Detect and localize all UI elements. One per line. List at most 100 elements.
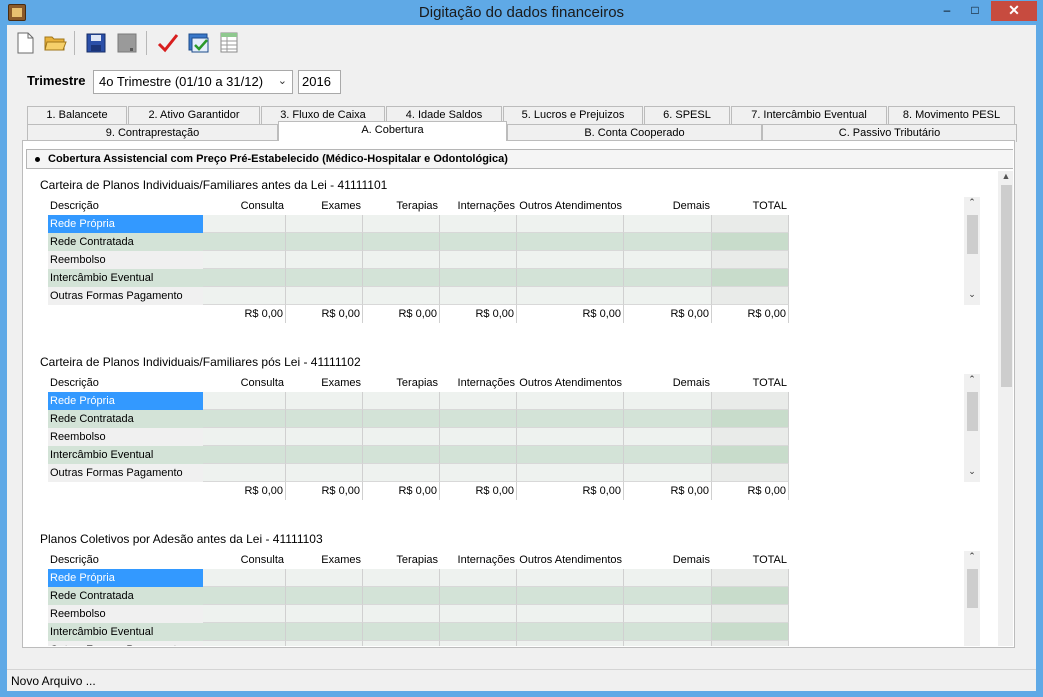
column-header[interactable]: Outros Atendimentos <box>519 377 622 389</box>
row-label[interactable]: Reembolso <box>48 605 203 623</box>
grid-cell[interactable] <box>203 446 286 464</box>
grid-cell[interactable] <box>286 269 363 287</box>
chevron-down-icon[interactable]: ⌄ <box>277 75 287 87</box>
grid-cell[interactable] <box>286 464 363 482</box>
row-label[interactable]: Rede Própria <box>48 215 203 233</box>
grid-icon[interactable] <box>218 31 242 55</box>
grid-cell[interactable] <box>440 641 517 646</box>
grid-cell[interactable] <box>363 233 440 251</box>
row-label[interactable]: Outras Formas Pagamento <box>48 464 203 482</box>
grid-cell[interactable] <box>286 410 363 428</box>
grid-cell[interactable] <box>440 464 517 482</box>
column-header[interactable]: TOTAL <box>752 554 787 566</box>
grid-cell[interactable] <box>286 215 363 233</box>
column-header[interactable]: Terapias <box>396 554 438 566</box>
grid-cell[interactable] <box>363 428 440 446</box>
scroll-up-icon[interactable]: ▲ <box>1001 171 1011 181</box>
grid-cell[interactable] <box>203 410 286 428</box>
grid-cell[interactable] <box>517 410 624 428</box>
column-header[interactable]: Consulta Médica <box>240 200 284 230</box>
grid-cell[interactable] <box>363 287 440 305</box>
grid-cell[interactable] <box>440 392 517 410</box>
grid-cell[interactable] <box>624 233 712 251</box>
grid-cell[interactable] <box>517 587 624 605</box>
grid-scrollbar[interactable]: ⌃⌄ <box>964 551 980 646</box>
grid-cell[interactable] <box>286 428 363 446</box>
check-icon[interactable] <box>156 31 180 55</box>
tab-row1-3[interactable]: 4. Idade Saldos <box>386 106 502 124</box>
grid-cell[interactable] <box>363 446 440 464</box>
grid-cell[interactable] <box>203 287 286 305</box>
save-icon[interactable] <box>84 31 108 55</box>
grid-cell[interactable] <box>624 605 712 623</box>
grid-cell[interactable] <box>440 587 517 605</box>
grid-cell[interactable] <box>440 605 517 623</box>
scroll-up-icon[interactable]: ⌃ <box>968 197 976 207</box>
grid-cell[interactable] <box>517 287 624 305</box>
grid-cell[interactable] <box>440 446 517 464</box>
grid-cell[interactable] <box>440 269 517 287</box>
row-label[interactable]: Reembolso <box>48 251 203 269</box>
grid-cell[interactable] <box>363 251 440 269</box>
tab-row1-6[interactable]: 7. Intercâmbio Eventual <box>731 106 887 124</box>
grid-cell[interactable] <box>440 569 517 587</box>
grid-cell[interactable] <box>363 569 440 587</box>
grid-cell[interactable] <box>624 569 712 587</box>
grid-scrollbar[interactable]: ⌃⌄ <box>964 374 980 482</box>
grid-cell[interactable] <box>203 641 286 646</box>
column-header[interactable]: Demais Despesas <box>661 554 710 584</box>
tab-row2-0[interactable]: 9. Contraprestação <box>27 124 278 142</box>
grid-cell[interactable] <box>517 251 624 269</box>
column-header[interactable]: Consulta Médica <box>240 377 284 407</box>
row-label[interactable]: Rede Contratada <box>48 587 203 605</box>
grid-cell[interactable] <box>440 233 517 251</box>
tab-row1-2[interactable]: 3. Fluxo de Caixa <box>261 106 385 124</box>
minimize-button[interactable]: – <box>943 3 951 17</box>
tab-row1-5[interactable]: 6. SPESL <box>644 106 730 124</box>
grid-cell[interactable] <box>517 269 624 287</box>
column-header[interactable]: Internações <box>457 200 515 212</box>
grid-cell[interactable] <box>624 215 712 233</box>
tab-row2-2[interactable]: B. Conta Cooperado <box>507 124 762 142</box>
column-header[interactable]: TOTAL <box>752 377 787 389</box>
grid-cell[interactable] <box>203 233 286 251</box>
column-header[interactable]: Outros Atendimentos <box>519 200 622 212</box>
grid-cell[interactable] <box>517 464 624 482</box>
tab-row1-1[interactable]: 2. Ativo Garantidor <box>128 106 260 124</box>
grid-cell[interactable] <box>203 587 286 605</box>
column-header[interactable]: Descrição <box>50 554 99 566</box>
grid-cell[interactable] <box>517 215 624 233</box>
grid-cell[interactable] <box>286 605 363 623</box>
data-grid[interactable]: Descrição Consulta Médica Exames Terapias In… <box>48 551 981 646</box>
close-button[interactable]: ✕ <box>991 1 1037 21</box>
grid-cell[interactable] <box>363 392 440 410</box>
grid-cell[interactable] <box>624 623 712 641</box>
grid-cell[interactable] <box>286 233 363 251</box>
grid-cell[interactable] <box>440 215 517 233</box>
maximize-button[interactable]: □ <box>971 3 979 17</box>
grid-cell[interactable] <box>363 215 440 233</box>
column-header[interactable]: Outros Atendimentos <box>519 554 622 566</box>
grid-cell[interactable] <box>363 410 440 428</box>
open-folder-icon[interactable] <box>43 31 67 55</box>
grid-cell[interactable] <box>517 641 624 646</box>
grid-cell[interactable] <box>363 605 440 623</box>
grid-cell[interactable] <box>203 251 286 269</box>
quarter-select[interactable]: 4o Trimestre (01/10 a 31/12) ⌄ <box>93 70 293 94</box>
grid-cell[interactable] <box>286 392 363 410</box>
column-header[interactable]: Demais Despesas <box>661 377 710 407</box>
grid-cell[interactable] <box>517 428 624 446</box>
grid-cell[interactable] <box>440 428 517 446</box>
grid-cell[interactable] <box>517 446 624 464</box>
grid-cell[interactable] <box>440 410 517 428</box>
grid-cell[interactable] <box>440 287 517 305</box>
row-label[interactable]: Intercâmbio Eventual <box>48 623 203 641</box>
tab-row1-4[interactable]: 5. Lucros e Prejuizos <box>503 106 643 124</box>
grid-cell[interactable] <box>203 623 286 641</box>
grid-cell[interactable] <box>624 269 712 287</box>
column-header[interactable]: Exames <box>321 377 361 389</box>
grid-cell[interactable] <box>203 269 286 287</box>
tab-row2-1[interactable]: A. Cobertura <box>278 121 507 141</box>
grid-cell[interactable] <box>624 587 712 605</box>
grid-cell[interactable] <box>517 569 624 587</box>
